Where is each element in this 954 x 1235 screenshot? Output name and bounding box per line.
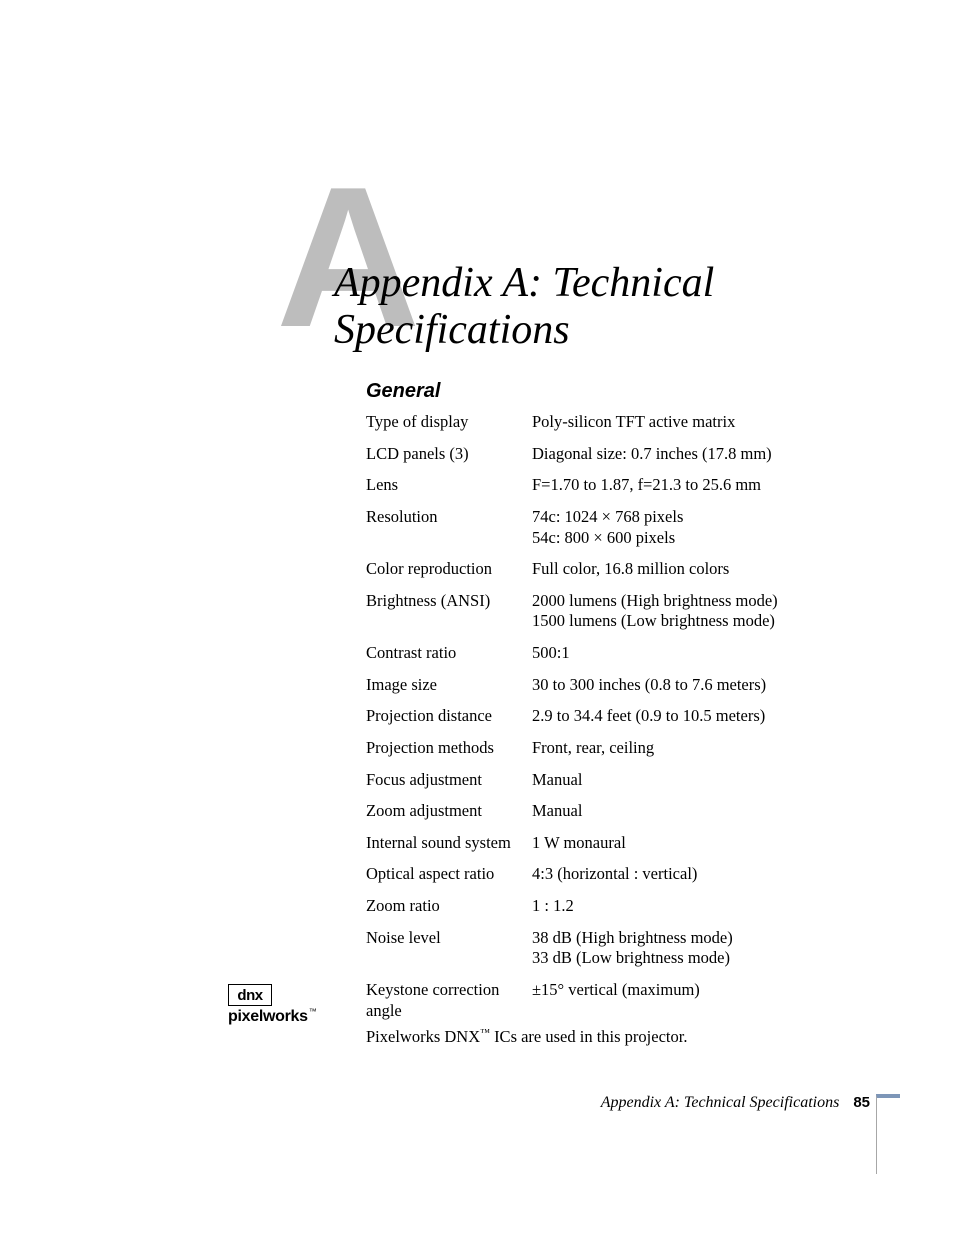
spec-label: Optical aspect ratio xyxy=(366,864,532,885)
footnote: Pixelworks DNX™ ICs are used in this pro… xyxy=(366,1027,687,1047)
page-title: Appendix A: Technical Specifications xyxy=(334,260,714,354)
spec-value: 2000 lumens (High brightness mode) 1500 … xyxy=(532,591,886,632)
spec-row: Image size30 to 300 inches (0.8 to 7.6 m… xyxy=(366,675,886,696)
spec-label: Lens xyxy=(366,475,532,496)
spec-label: Zoom adjustment xyxy=(366,801,532,822)
spec-row: Focus adjustmentManual xyxy=(366,770,886,791)
title-line-2: Specifications xyxy=(334,307,714,354)
spec-value: Manual xyxy=(532,770,886,791)
pixelworks-word: pixelworks xyxy=(228,1008,308,1025)
spec-value: 38 dB (High brightness mode) 33 dB (Low … xyxy=(532,928,886,969)
spec-value: 1 W monaural xyxy=(532,833,886,854)
spec-row: Keystone correction angle±15° vertical (… xyxy=(366,980,886,1021)
spec-row: Projection distance2.9 to 34.4 feet (0.9… xyxy=(366,706,886,727)
spec-label: Projection methods xyxy=(366,738,532,759)
dnx-logo-text: dnx xyxy=(237,988,262,1003)
spec-row: Color reproductionFull color, 16.8 milli… xyxy=(366,559,886,580)
section-heading-general: General xyxy=(366,380,440,403)
spec-label: Color reproduction xyxy=(366,559,532,580)
spec-row: Noise level38 dB (High brightness mode) … xyxy=(366,928,886,969)
footnote-prefix: Pixelworks DNX xyxy=(366,1027,480,1046)
spec-row: Zoom ratio1 : 1.2 xyxy=(366,896,886,917)
spec-value: F=1.70 to 1.87, f=21.3 to 25.6 mm xyxy=(532,475,886,496)
title-line-1: Appendix A: Technical xyxy=(334,260,714,307)
spec-label: Keystone correction angle xyxy=(366,980,532,1021)
spec-value: 30 to 300 inches (0.8 to 7.6 meters) xyxy=(532,675,886,696)
spec-row: Projection methodsFront, rear, ceiling xyxy=(366,738,886,759)
spec-label: Focus adjustment xyxy=(366,770,532,791)
spec-row: Optical aspect ratio4:3 (horizontal : ve… xyxy=(366,864,886,885)
dnx-logo-box: dnx xyxy=(228,984,272,1006)
spec-label: Contrast ratio xyxy=(366,643,532,664)
spec-row: LensF=1.70 to 1.87, f=21.3 to 25.6 mm xyxy=(366,475,886,496)
spec-value: Diagonal size: 0.7 inches (17.8 mm) xyxy=(532,444,886,465)
spec-value: 1 : 1.2 xyxy=(532,896,886,917)
spec-label: Image size xyxy=(366,675,532,696)
spec-label: Type of display xyxy=(366,412,532,433)
pixelworks-logo: dnx pixelworks™ xyxy=(228,984,336,1026)
footer-page-number: 85 xyxy=(853,1094,870,1111)
spec-row: Brightness (ANSI)2000 lumens (High brigh… xyxy=(366,591,886,632)
spec-value: Manual xyxy=(532,801,886,822)
footnote-tm: ™ xyxy=(480,1028,490,1039)
footer-title: Appendix A: Technical Specifications xyxy=(601,1094,840,1111)
spec-row: Internal sound system1 W monaural xyxy=(366,833,886,854)
spec-row: LCD panels (3)Diagonal size: 0.7 inches … xyxy=(366,444,886,465)
spec-value: Full color, 16.8 million colors xyxy=(532,559,886,580)
spec-value: Poly-silicon TFT active matrix xyxy=(532,412,886,433)
footnote-suffix: ICs are used in this projector. xyxy=(490,1027,688,1046)
spec-value: 500:1 xyxy=(532,643,886,664)
spec-label: Zoom ratio xyxy=(366,896,532,917)
spec-value: 74c: 1024 × 768 pixels 54c: 800 × 600 pi… xyxy=(532,507,886,548)
spec-row: Zoom adjustmentManual xyxy=(366,801,886,822)
spec-row: Resolution74c: 1024 × 768 pixels 54c: 80… xyxy=(366,507,886,548)
spec-label: LCD panels (3) xyxy=(366,444,532,465)
spec-label: Projection distance xyxy=(366,706,532,727)
spec-table: Type of displayPoly-silicon TFT active m… xyxy=(366,412,886,1032)
page: A Appendix A: Technical Specifications G… xyxy=(0,0,954,1235)
edge-accent-icon xyxy=(876,1094,900,1174)
spec-label: Brightness (ANSI) xyxy=(366,591,532,612)
spec-label: Noise level xyxy=(366,928,532,949)
spec-row: Contrast ratio500:1 xyxy=(366,643,886,664)
pixelworks-logo-text: pixelworks™ xyxy=(228,1008,336,1026)
spec-row: Type of displayPoly-silicon TFT active m… xyxy=(366,412,886,433)
footer: Appendix A: Technical Specifications 85 xyxy=(0,1094,870,1112)
spec-value: 4:3 (horizontal : vertical) xyxy=(532,864,886,885)
tm-mark: ™ xyxy=(309,1007,317,1016)
spec-value: 2.9 to 34.4 feet (0.9 to 10.5 meters) xyxy=(532,706,886,727)
spec-value: ±15° vertical (maximum) xyxy=(532,980,886,1001)
spec-label: Resolution xyxy=(366,507,532,528)
spec-label: Internal sound system xyxy=(366,833,532,854)
spec-value: Front, rear, ceiling xyxy=(532,738,886,759)
